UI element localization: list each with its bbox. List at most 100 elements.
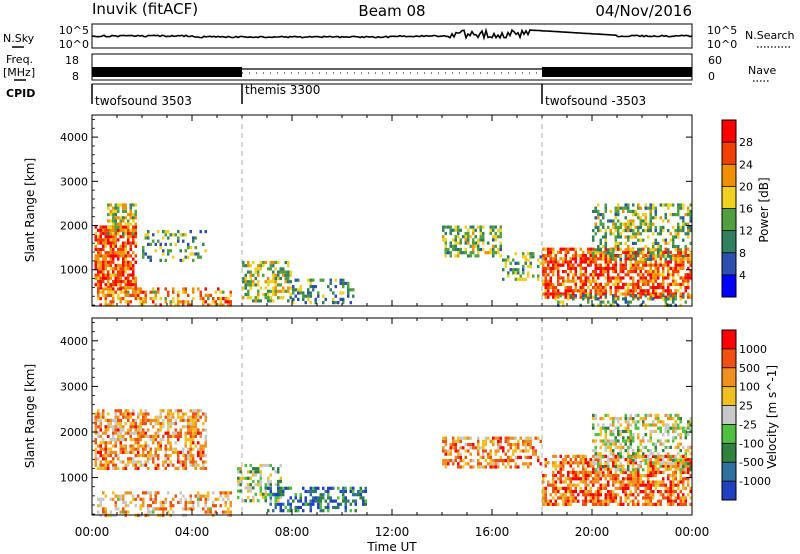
data-cell-1-6	[619, 433, 622, 437]
data-cell-1-6	[657, 439, 660, 443]
data-cell-1-0	[139, 428, 142, 432]
data-cell-1-6	[594, 468, 597, 472]
data-cell-0-0	[97, 251, 100, 255]
data-cell-0-8	[549, 250, 552, 254]
data-cell-0-8	[639, 266, 642, 270]
data-cell-0-0	[94, 235, 97, 239]
data-cell-1-0	[99, 441, 102, 445]
data-cell-1-0	[114, 412, 117, 416]
data-cell-0-6	[447, 247, 450, 252]
data-cell-0-8	[644, 279, 647, 283]
data-cell-0-2	[222, 303, 225, 307]
data-cell-0-2	[169, 303, 172, 307]
data-cell-1-3	[317, 499, 320, 503]
data-cell-0-4	[252, 283, 255, 287]
data-cell-1-5	[669, 502, 672, 506]
data-cell-1-5	[569, 477, 572, 481]
data-cell-0-0	[104, 273, 107, 277]
data-cell-1-3	[317, 486, 320, 490]
data-cell-1-0	[149, 457, 152, 461]
data-cell-0-2	[112, 300, 115, 304]
data-cell-0-3	[144, 233, 147, 237]
data-cell-1-5	[669, 486, 672, 490]
data-cell-1-3	[294, 505, 297, 510]
data-cell-1-0	[194, 425, 197, 429]
data-cell-1-3	[359, 486, 362, 490]
data-cell-1-4	[512, 436, 515, 440]
data-cell-0-6	[452, 247, 455, 252]
data-cell-1-0	[167, 425, 170, 429]
data-cell-1-5	[639, 474, 642, 478]
data-cell-0-8	[544, 270, 547, 274]
data-cell-0-8	[552, 282, 555, 286]
data-cell-1-2	[269, 463, 272, 468]
data-cell-0-2	[132, 287, 135, 291]
data-cell-1-5	[542, 493, 545, 497]
data-cell-0-5	[342, 297, 345, 301]
data-cell-0-9	[627, 229, 630, 233]
data-cell-0-10	[652, 294, 655, 298]
data-cell-1-1	[142, 500, 145, 505]
data-cell-0-8	[684, 247, 687, 251]
colorbar-swatch-7	[722, 348, 736, 368]
data-cell-1-0	[134, 422, 137, 426]
data-cell-1-5	[662, 477, 665, 481]
data-cell-0-9	[649, 222, 652, 226]
data-cell-0-9	[689, 241, 692, 245]
data-cell-1-1	[189, 494, 192, 498]
data-cell-0-8	[684, 276, 687, 280]
data-cell-1-2	[274, 495, 277, 500]
data-cell-1-0	[182, 454, 185, 458]
data-cell-0-0	[102, 247, 105, 252]
data-cell-0-6	[479, 247, 482, 252]
data-cell-0-8	[657, 282, 660, 286]
data-cell-0-9	[594, 257, 597, 261]
data-cell-0-5	[317, 291, 320, 295]
data-cell-0-9	[604, 251, 607, 255]
data-cell-0-9	[689, 216, 692, 220]
data-cell-0-9	[677, 257, 680, 261]
data-cell-1-0	[142, 450, 145, 454]
data-cell-0-8	[672, 282, 675, 286]
data-cell-1-6	[614, 458, 617, 462]
data-cell-1-6	[654, 429, 657, 433]
data-cell-0-3	[189, 246, 192, 250]
data-cell-0-2	[149, 297, 152, 301]
data-cell-0-4	[287, 273, 290, 277]
data-cell-1-5	[547, 499, 550, 503]
data-cell-0-2	[144, 300, 147, 304]
data-cell-0-9	[654, 209, 657, 213]
data-cell-0-6	[479, 231, 482, 236]
data-cell-0-8	[612, 270, 615, 274]
data-cell-1-5	[544, 458, 547, 462]
data-cell-0-6	[492, 238, 495, 242]
data-cell-0-0	[102, 231, 105, 236]
data-cell-1-6	[624, 429, 627, 433]
colorbar-swatch-0	[722, 481, 736, 500]
data-cell-1-5	[559, 454, 562, 458]
data-cell-1-5	[669, 458, 672, 462]
data-cell-0-9	[667, 203, 670, 207]
data-cell-1-0	[119, 441, 122, 445]
power-data-cells	[94, 203, 692, 307]
data-cell-0-3	[159, 242, 162, 246]
data-cell-0-2	[229, 300, 232, 304]
data-cell-0-8	[579, 247, 582, 251]
data-cell-0-10	[612, 297, 615, 301]
data-cell-1-5	[579, 461, 582, 465]
data-cell-0-9	[619, 232, 622, 236]
data-cell-0-8	[574, 247, 577, 251]
data-cell-0-10	[617, 297, 620, 301]
data-cell-1-6	[622, 439, 625, 443]
data-cell-1-0	[152, 454, 155, 458]
data-cell-1-0	[127, 412, 130, 416]
data-cell-0-6	[472, 251, 475, 255]
data-cell-1-4	[454, 449, 457, 453]
data-cell-1-0	[107, 447, 110, 451]
data-cell-0-10	[592, 303, 595, 307]
data-cell-0-0	[109, 238, 112, 242]
data-cell-1-4	[532, 452, 535, 456]
data-cell-1-1	[109, 510, 112, 514]
data-cell-1-0	[169, 460, 172, 464]
data-cell-1-5	[659, 483, 662, 487]
